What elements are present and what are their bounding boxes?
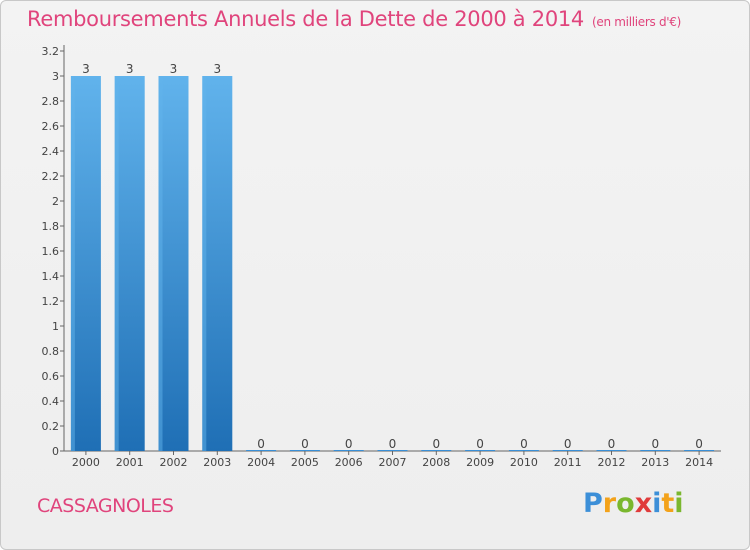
bar-2013 — [640, 450, 671, 451]
x-tick-label: 2000 — [72, 456, 100, 469]
bar-2014 — [684, 450, 715, 451]
x-tick-label: 2012 — [598, 456, 626, 469]
y-tick-label: 0 — [52, 445, 59, 458]
data-label: 0 — [695, 437, 703, 451]
x-tick-label: 2005 — [291, 456, 319, 469]
data-label: 3 — [82, 62, 90, 76]
x-tick-label: 2014 — [685, 456, 713, 469]
bar-highlight-2001 — [114, 76, 119, 451]
data-label: 3 — [213, 62, 221, 76]
y-tick-label: 0.2 — [42, 420, 60, 433]
bar-highlight-2002 — [158, 76, 163, 451]
bar-highlight-2000 — [70, 76, 75, 451]
x-tick-label: 2009 — [466, 456, 494, 469]
y-tick-label: 0.8 — [42, 345, 60, 358]
y-tick-label: 1.2 — [42, 295, 60, 308]
logo-letter: i — [652, 488, 662, 519]
logo-letter: r — [602, 488, 617, 519]
chart-title-text: Remboursements Annuels de la Dette de 20… — [27, 7, 584, 31]
data-label: 0 — [476, 437, 484, 451]
bar-2003 — [202, 76, 233, 451]
bar-2011 — [552, 450, 583, 451]
y-tick-label: 1.6 — [42, 245, 60, 258]
logo-letter: x — [634, 488, 653, 519]
x-tick-label: 2008 — [422, 456, 450, 469]
bar-2012 — [596, 450, 627, 451]
y-tick-label: 1.8 — [42, 220, 60, 233]
bar-2000 — [70, 76, 101, 451]
bar-2004 — [246, 450, 277, 451]
x-tick-label: 2004 — [247, 456, 275, 469]
y-tick-label: 0.4 — [42, 395, 60, 408]
bar-2005 — [289, 450, 320, 451]
y-tick-label: 2.6 — [42, 120, 60, 133]
chart-subtitle: (en milliers d'€) — [592, 15, 682, 29]
bar-2010 — [508, 450, 539, 451]
logo-letter: i — [674, 488, 684, 519]
data-label: 0 — [651, 437, 659, 451]
data-label: 0 — [432, 437, 440, 451]
data-label: 3 — [170, 62, 178, 76]
chart-title: Remboursements Annuels de la Dette de 20… — [27, 7, 681, 31]
data-label: 0 — [301, 437, 309, 451]
bar-highlight-2003 — [202, 76, 207, 451]
data-label: 0 — [564, 437, 572, 451]
y-tick-label: 2.2 — [42, 170, 60, 183]
y-tick-label: 2.4 — [42, 145, 60, 158]
y-tick-label: 2 — [52, 195, 59, 208]
bar-2006 — [333, 450, 364, 451]
y-tick-label: 1.4 — [42, 270, 60, 283]
x-tick-label: 2001 — [116, 456, 144, 469]
y-tick-label: 0.6 — [42, 370, 60, 383]
data-label: 0 — [608, 437, 616, 451]
data-label: 0 — [520, 437, 528, 451]
y-tick-label: 3.2 — [42, 45, 60, 58]
x-tick-label: 2013 — [641, 456, 669, 469]
x-tick-label: 2003 — [203, 456, 231, 469]
data-label: 0 — [345, 437, 353, 451]
data-label: 0 — [257, 437, 265, 451]
logo-letter: P — [583, 488, 603, 519]
bar-2002 — [158, 76, 189, 451]
data-label: 0 — [389, 437, 397, 451]
logo-letter: t — [661, 488, 675, 519]
y-tick-label: 3 — [52, 70, 59, 83]
proxiti-logo[interactable]: Proxiti — [583, 488, 684, 519]
bar-2008 — [421, 450, 452, 451]
commune-name: CASSAGNOLES — [37, 495, 174, 517]
x-tick-label: 2007 — [379, 456, 407, 469]
x-tick-label: 2006 — [335, 456, 363, 469]
bar-2007 — [377, 450, 408, 451]
y-tick-label: 2.8 — [42, 95, 60, 108]
x-tick-label: 2010 — [510, 456, 538, 469]
x-tick-label: 2002 — [160, 456, 188, 469]
data-label: 3 — [126, 62, 134, 76]
y-tick-label: 1 — [52, 320, 59, 333]
bar-2001 — [114, 76, 145, 451]
bar-2009 — [465, 450, 496, 451]
x-tick-label: 2011 — [554, 456, 582, 469]
logo-letter: o — [616, 488, 635, 519]
